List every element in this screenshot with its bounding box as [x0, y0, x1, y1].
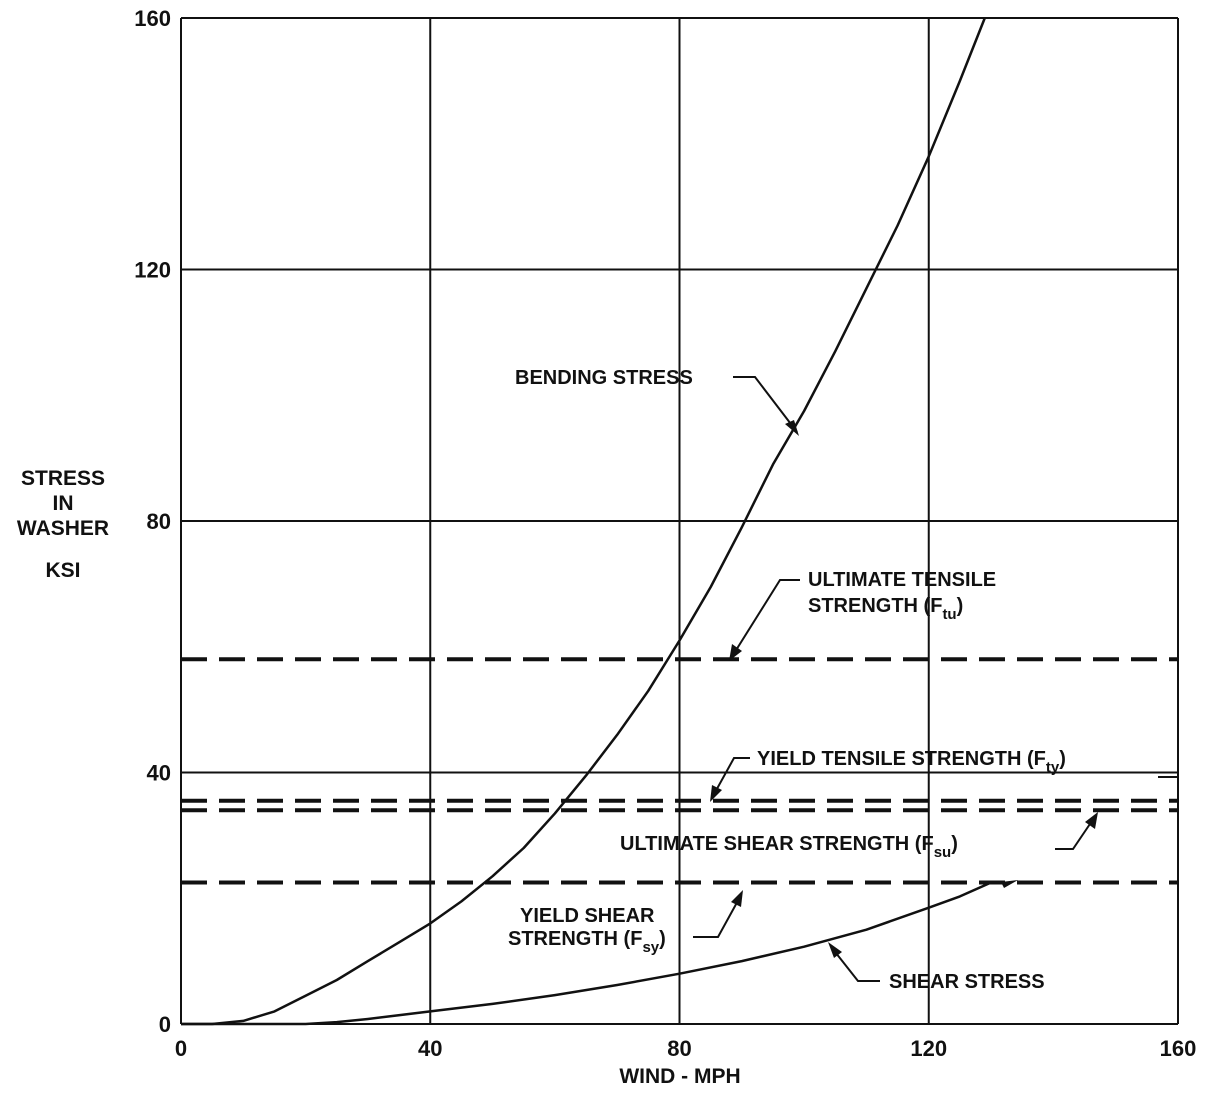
ftu-label-close: ) — [957, 595, 964, 617]
x-axis-label: WIND - MPH — [619, 1065, 740, 1088]
y-tick-label-3: 120 — [134, 258, 171, 283]
ftu-label-line-1: ULTIMATE TENSILE — [808, 569, 996, 591]
y-tick-label-2: 80 — [147, 509, 171, 534]
ftu-arrowhead — [729, 644, 742, 661]
y-axis-label-line-4: KSI — [45, 559, 80, 582]
fsy-leader — [693, 896, 741, 938]
y-tick-label-4: 160 — [134, 6, 171, 31]
fsu-label-sub: su — [934, 844, 952, 861]
fsy-label-line-1: YIELD SHEAR — [520, 905, 655, 927]
ftu-label-line-2: STRENGTH (Ftu) — [808, 595, 963, 623]
shear-stress-arrowhead — [828, 942, 842, 958]
y-axis-label-line-2: IN — [53, 492, 74, 515]
ftu-leader — [732, 579, 800, 656]
fty-leader — [712, 757, 750, 797]
fty-label-sub: ty — [1046, 759, 1060, 776]
y-axis-label-line-3: WASHER — [17, 517, 109, 540]
ftu-label-sub: tu — [942, 606, 956, 623]
x-tick-label-3: 120 — [910, 1036, 947, 1061]
fsy-label-text: STRENGTH (F — [508, 928, 642, 950]
shear-stress-leader — [831, 947, 880, 982]
fty-annotation: YIELD TENSILE STRENGTH (Fty) — [710, 748, 1178, 802]
y-tick-label-1: 40 — [147, 761, 171, 786]
fsy-label-close: ) — [659, 928, 666, 950]
y-axis-label-line-1: STRESS — [21, 467, 105, 490]
bending-stress-label: BENDING STRESS — [515, 367, 693, 389]
bending-stress-leader — [733, 376, 798, 433]
y-axis-label: STRESS IN WASHER KSI — [17, 467, 109, 582]
fsy-arrowhead — [731, 890, 743, 907]
x-tick-label-4: 160 — [1160, 1036, 1197, 1061]
fty-arrowhead — [710, 785, 722, 802]
fsu-arrowhead — [1085, 812, 1098, 829]
bending-stress-annotation: BENDING STRESS — [515, 367, 799, 436]
series-line-shear-stress — [181, 881, 992, 1026]
fsu-leader — [1055, 817, 1095, 850]
x-tick-label-0: 0 — [175, 1036, 187, 1061]
tick-labels: 0 40 80 120 160 0 40 80 120 160 — [134, 6, 1196, 1061]
fsu-annotation: ULTIMATE SHEAR STRENGTH (Fsu) — [620, 812, 1098, 861]
grid — [180, 17, 1179, 1025]
ftu-annotation: ULTIMATE TENSILE STRENGTH (Ftu) — [729, 569, 996, 661]
series-group — [181, 17, 1178, 1026]
fsy-label-sub: sy — [642, 939, 659, 956]
y-tick-label-0: 0 — [159, 1012, 171, 1037]
fty-label: YIELD TENSILE STRENGTH (Fty) — [757, 748, 1066, 776]
fsu-label-text: ULTIMATE SHEAR STRENGTH (F — [620, 833, 934, 855]
fsy-label-line-2: STRENGTH (Fsy) — [508, 928, 666, 956]
shear-stress-label: SHEAR STRESS — [889, 971, 1045, 993]
shear-stress-annotation: SHEAR STRESS — [828, 942, 1045, 993]
bending-stress-arrowhead — [785, 420, 799, 436]
shear-curve-arrowhead — [1001, 880, 1018, 888]
fty-label-close: ) — [1059, 748, 1066, 770]
fty-label-text: YIELD TENSILE STRENGTH (F — [757, 748, 1046, 770]
fsy-annotation: YIELD SHEAR STRENGTH (Fsy) — [508, 890, 743, 956]
fsu-label-close: ) — [951, 833, 958, 855]
series-line-bending-stress — [181, 17, 986, 1026]
ftu-label-text: STRENGTH (F — [808, 595, 942, 617]
x-tick-label-1: 40 — [418, 1036, 442, 1061]
x-tick-label-2: 80 — [667, 1036, 691, 1061]
fsu-label: ULTIMATE SHEAR STRENGTH (Fsu) — [620, 833, 958, 861]
